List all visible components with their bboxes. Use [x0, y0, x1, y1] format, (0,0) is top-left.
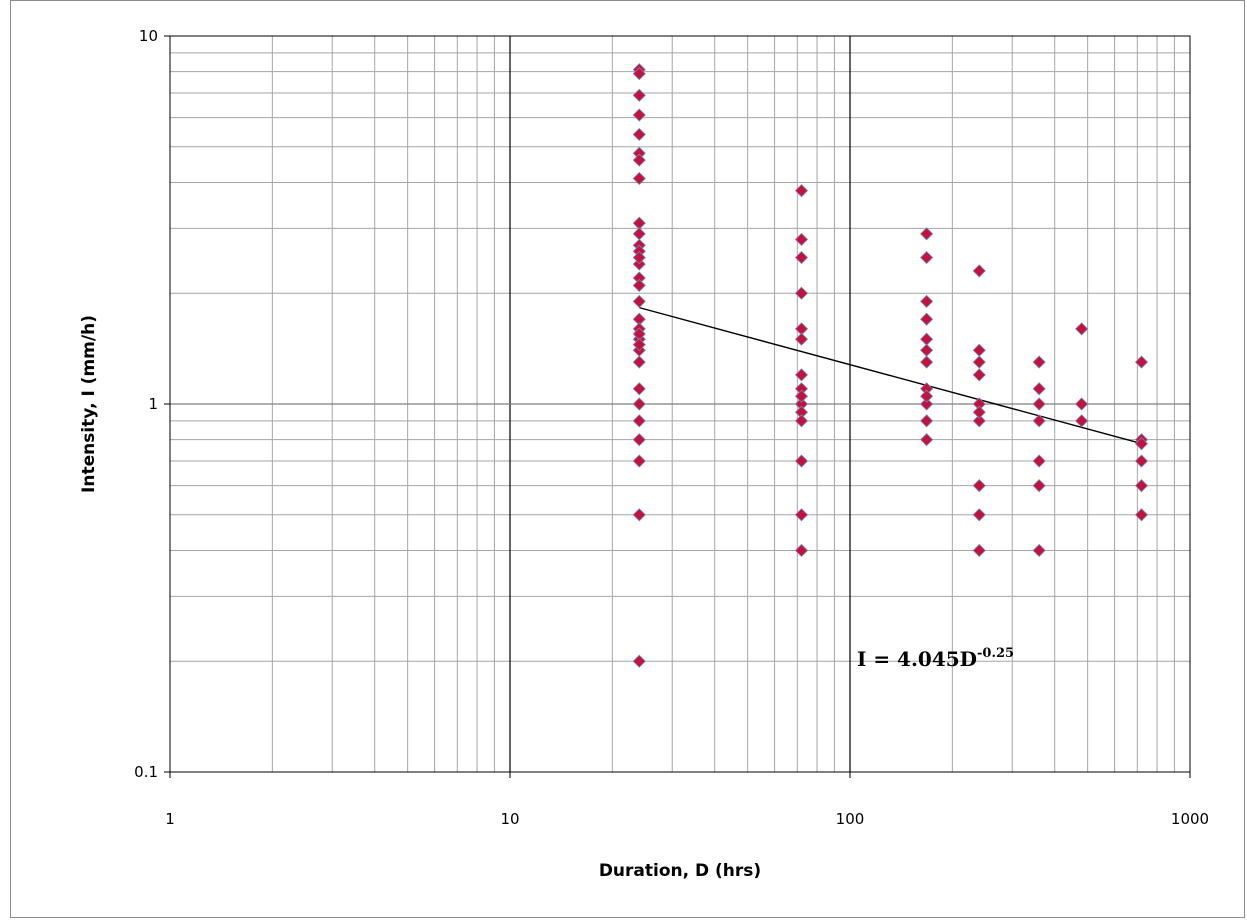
data-point-marker [632, 382, 646, 396]
data-point-marker [794, 232, 809, 247]
axis-ticks [164, 35, 1191, 778]
data-point-marker [1075, 322, 1089, 336]
data-point-marker [632, 227, 646, 241]
x-tick-label: 1000 [1171, 810, 1209, 828]
data-point-marker [794, 508, 809, 522]
data-points [632, 63, 1149, 668]
data-point-marker [1032, 543, 1046, 558]
data-point-marker [920, 397, 934, 411]
data-point-marker [1075, 397, 1089, 411]
data-point-marker [1075, 414, 1089, 428]
data-point-marker [920, 343, 934, 357]
data-point-marker [1134, 454, 1149, 468]
data-point-marker [632, 454, 646, 468]
y-axis-title: Intensity, I (mm/h) [79, 315, 99, 493]
data-point-marker [972, 355, 986, 369]
data-point-marker [920, 389, 934, 403]
data-point-marker [972, 264, 986, 278]
data-point-marker [920, 332, 934, 346]
x-axis-title: Duration, D (hrs) [599, 861, 761, 881]
data-point-marker [632, 294, 646, 308]
data-point-marker [632, 397, 646, 411]
x-tick-label: 100 [836, 810, 865, 828]
data-point-marker [794, 389, 809, 403]
data-point-marker [794, 454, 809, 468]
data-point-marker [972, 343, 986, 357]
data-point-marker [632, 88, 646, 102]
data-point-marker [632, 654, 646, 668]
data-point-marker [1134, 508, 1149, 522]
data-point-marker [632, 433, 646, 447]
data-point-marker [632, 127, 646, 142]
y-tick-labels: 0.1 1 10 [134, 27, 158, 781]
data-point-marker [920, 294, 934, 308]
data-point-marker [972, 414, 986, 428]
data-point-marker [920, 414, 934, 428]
data-point-marker [632, 171, 646, 186]
data-point-marker [632, 153, 646, 167]
data-point-marker [632, 508, 646, 522]
data-point-marker [1032, 355, 1046, 369]
data-point-marker [794, 250, 809, 265]
data-point-marker [1134, 355, 1149, 369]
data-point-marker [1134, 479, 1149, 493]
data-point-marker [632, 250, 646, 265]
data-point-marker [794, 184, 809, 198]
data-point-marker [972, 405, 986, 419]
power-trendline [639, 306, 1142, 445]
data-point-marker [1032, 414, 1046, 428]
data-point-marker [920, 312, 934, 326]
y-tick-label: 0.1 [134, 763, 158, 781]
data-point-marker [972, 479, 986, 493]
data-point-marker [972, 368, 986, 382]
data-point-marker [794, 414, 809, 428]
data-point-marker [972, 508, 986, 522]
x-tick-label: 1 [165, 810, 175, 828]
data-point-marker [1134, 437, 1149, 451]
data-point-marker [920, 227, 934, 241]
equation-base: I = 4.045D [857, 647, 977, 671]
x-tick-labels: 1 10 100 1000 [165, 810, 1209, 828]
data-point-marker [632, 108, 646, 122]
y-tick-label: 1 [148, 395, 158, 413]
data-point-marker [1032, 479, 1046, 493]
data-point-marker [632, 414, 646, 428]
data-point-marker [920, 355, 934, 369]
data-point-marker [794, 543, 809, 558]
data-point-marker [920, 433, 934, 447]
data-point-marker [632, 278, 646, 292]
data-point-marker [1032, 454, 1046, 468]
trendline-equation: I = 4.045D-0.25 [857, 646, 1014, 671]
data-point-marker [632, 338, 646, 352]
equation-exponent: -0.25 [977, 646, 1014, 661]
data-point-marker [972, 543, 986, 558]
data-point-marker [794, 332, 809, 346]
data-point-marker [1032, 397, 1046, 411]
data-point-marker [632, 355, 646, 369]
data-point-marker [794, 368, 809, 382]
x-tick-label: 10 [500, 810, 519, 828]
data-point-marker [794, 286, 809, 300]
major-grid [170, 36, 1190, 772]
data-point-marker [920, 250, 934, 265]
data-point-marker [1032, 382, 1046, 396]
y-tick-label: 10 [139, 27, 158, 45]
data-point-marker [632, 67, 646, 81]
